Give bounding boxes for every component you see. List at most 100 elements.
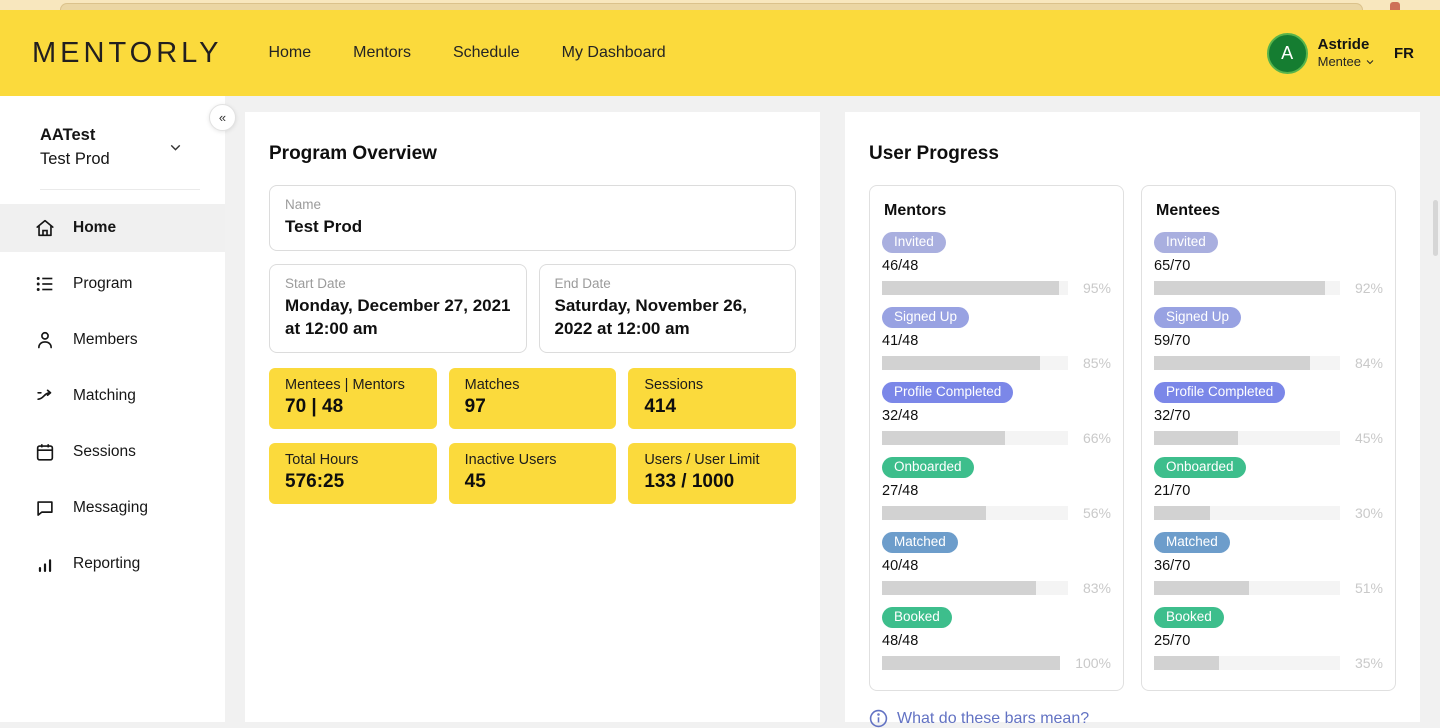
progress-row-onboarded: Onboarded 21/70 30% (1154, 457, 1383, 521)
bars-help-text: What do these bars mean? (897, 709, 1090, 727)
sidebar-divider (40, 189, 200, 190)
progress-bar-row: 66% (882, 430, 1111, 446)
progress-bar-row: 51% (1154, 580, 1383, 596)
end-date-value: Saturday, November 26, 2022 at 12:00 am (554, 295, 747, 338)
progress-count: 41/48 (882, 333, 919, 349)
progress-percent-label: 35% (1354, 655, 1383, 671)
progress-bar-row: 95% (882, 280, 1111, 296)
progress-bar-row: 100% (882, 655, 1111, 671)
progress-bar-fill (1154, 506, 1210, 520)
sidebar-item-matching[interactable]: Matching (0, 372, 225, 420)
progress-row-signed-up: Signed Up 41/48 85% (882, 307, 1111, 371)
progress-bar-fill (1154, 356, 1311, 370)
progress-bar-row: 85% (882, 355, 1111, 371)
progress-count: 40/48 (882, 558, 919, 574)
progress-bar-row: 35% (1154, 655, 1383, 671)
progress-percent-label: 95% (1082, 280, 1111, 296)
progress-row-matched: Matched 40/48 83% (882, 532, 1111, 596)
progress-card-title: Mentors (884, 202, 947, 219)
progress-row-booked: Booked 48/48 100% (882, 607, 1111, 671)
stat-value: 45 (464, 470, 486, 492)
progress-card-mentees: Mentees Invited 65/70 92% Signed Up 59/70 84% P… (1141, 185, 1396, 691)
progress-bar-fill (882, 656, 1061, 670)
progress-bar-fill (882, 281, 1059, 295)
browser-tab-shape (60, 3, 1363, 10)
progress-percent-label: 51% (1354, 580, 1383, 596)
info-icon (869, 709, 888, 728)
progress-percent-label: 45% (1354, 430, 1383, 446)
language-switcher[interactable]: FR (1394, 44, 1414, 62)
chevron-down-icon (170, 144, 181, 151)
progress-bar-fill (1154, 656, 1220, 670)
program-overview-panel: Program Overview Name Test Prod Start Da… (245, 112, 820, 722)
name-field-value: Test Prod (285, 217, 363, 236)
status-badge: Invited (1154, 232, 1218, 253)
progress-bar-fill (882, 581, 1037, 595)
progress-bar-track (882, 356, 1068, 370)
progress-percent-label: 66% (1082, 430, 1111, 446)
home-icon (36, 219, 54, 237)
nav-link-my-dashboard[interactable]: My Dashboard (561, 44, 666, 61)
progress-card-mentors: Mentors Invited 46/48 95% Signed Up 41/48 85% P… (869, 185, 1124, 691)
progress-count: 36/70 (1154, 558, 1191, 574)
progress-card-title: Mentees (1156, 202, 1221, 219)
sidebar-collapse-button[interactable]: « (209, 104, 236, 131)
nav-link-mentors[interactable]: Mentors (353, 44, 411, 61)
progress-row-profile-completed: Profile Completed 32/70 45% (1154, 382, 1383, 446)
nav-link-schedule[interactable]: Schedule (452, 44, 520, 61)
progress-row-signed-up: Signed Up 59/70 84% (1154, 307, 1383, 371)
program-selector-labels: AATest Test Prod (40, 126, 110, 169)
chat-icon (37, 501, 53, 516)
progress-count: 32/70 (1154, 408, 1191, 424)
avatar[interactable]: A (1266, 32, 1308, 74)
progress-percent-label: 83% (1082, 580, 1111, 596)
status-badge: Onboarded (882, 457, 974, 478)
program-name: Test Prod (40, 150, 110, 168)
sidebar-item-label: Home (73, 219, 117, 236)
stat-card-mentees-mentors: Mentees | Mentors 70 | 48 (269, 367, 437, 429)
sidebar-item-label: Matching (73, 387, 136, 404)
stat-card-matches: Matches 97 (448, 367, 617, 429)
progress-row-booked: Booked 25/70 35% (1154, 607, 1383, 671)
start-date-field: Start Date Monday, December 27, 2021 at … (269, 263, 527, 353)
progress-bar-fill (882, 506, 987, 520)
progress-count: 48/48 (882, 633, 919, 649)
sidebar-item-sessions[interactable]: Sessions (0, 428, 225, 476)
list-icon (36, 277, 53, 291)
progress-bar-track (1154, 581, 1340, 595)
sidebar-item-label: Messaging (73, 499, 148, 516)
status-badge: Onboarded (1154, 457, 1246, 478)
org-name: AATest (40, 126, 96, 144)
progress-bar-row: 45% (1154, 430, 1383, 446)
progress-row-matched: Matched 36/70 51% (1154, 532, 1383, 596)
scrollbar-thumb[interactable] (1433, 200, 1438, 256)
progress-bar-row: 92% (1154, 280, 1383, 296)
bars-help-link[interactable]: What do these bars mean? (869, 709, 1089, 728)
role-dropdown[interactable]: Mentee (1318, 54, 1376, 70)
chevron-down-icon (1366, 60, 1374, 65)
status-badge: Profile Completed (1154, 382, 1286, 403)
stat-card-inactive-users: Inactive Users 45 (448, 442, 617, 504)
progress-bar-track (1154, 656, 1340, 670)
user-area: A Astride Mentee FR (1266, 32, 1414, 74)
main-content: Program Overview Name Test Prod Start Da… (225, 96, 1440, 728)
progress-bar-track (882, 656, 1061, 670)
stat-label: Users / User Limit (644, 451, 760, 468)
browser-extension-icon (1390, 2, 1400, 10)
sidebar-item-home[interactable]: Home (0, 204, 225, 252)
sidebar: « AATest Test Prod Home Program Members Mat… (0, 96, 236, 722)
browser-chrome-strip (0, 0, 1440, 10)
chart-icon (38, 559, 52, 572)
progress-percent-label: 84% (1354, 355, 1383, 371)
sidebar-item-reporting[interactable]: Reporting (0, 540, 225, 588)
sidebar-item-members[interactable]: Members (0, 316, 225, 364)
stat-label: Inactive Users (464, 451, 557, 468)
progress-bar-track (1154, 506, 1340, 520)
progress-bar-row: 30% (1154, 505, 1383, 521)
program-selector[interactable]: AATest Test Prod (40, 126, 184, 169)
sidebar-item-messaging[interactable]: Messaging (0, 484, 225, 532)
nav-link-home[interactable]: Home (268, 44, 312, 61)
progress-bar-row: 83% (882, 580, 1111, 596)
status-badge: Signed Up (1154, 307, 1242, 328)
sidebar-item-program[interactable]: Program (0, 260, 225, 308)
